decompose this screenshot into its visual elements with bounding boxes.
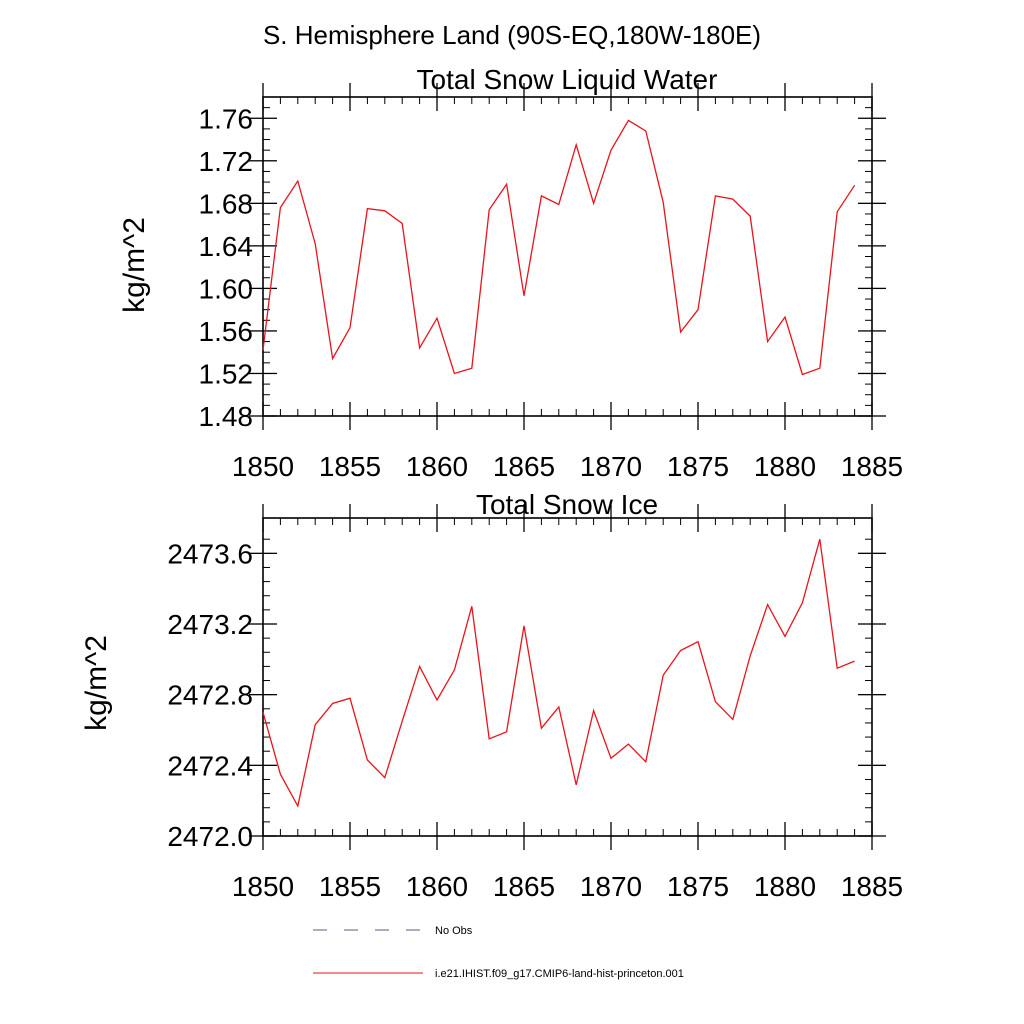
x-tick-label: 1865: [493, 871, 555, 902]
y-axis-label: kg/m^2: [118, 217, 151, 313]
x-tick-label: 1880: [754, 451, 816, 482]
panel-total-snow-liquid-water: Total Snow Liquid Water kg/m^2 1850 1855 1…: [118, 64, 903, 482]
x-tick-label: 1880: [754, 871, 816, 902]
panel-title: Total Snow Liquid Water: [417, 64, 718, 95]
figure-title: S. Hemisphere Land (90S-EQ,180W-180E): [263, 20, 761, 50]
y-tick-label: 2472.4: [167, 750, 253, 781]
y-tick-label: 1.60: [199, 273, 254, 304]
y-tick-label: 1.68: [199, 188, 254, 219]
legend: No Obs i.e21.IHIST.f09_g17.CMIP6-land-his…: [313, 925, 684, 980]
series-line: [262, 539, 855, 808]
x-tick-label: 1850: [232, 871, 294, 902]
legend-label: i.e21.IHIST.f09_g17.CMIP6-land-hist-prin…: [435, 968, 684, 980]
x-tick-label: 1870: [580, 451, 642, 482]
plot-frame: [262, 517, 873, 837]
y-tick-label: 1.72: [199, 146, 254, 177]
y-tick-label: 1.64: [199, 231, 254, 262]
y-tick-label: 2472.8: [167, 680, 253, 711]
x-tick-label: 1875: [667, 871, 729, 902]
x-tick-label: 1850: [232, 451, 294, 482]
y-tick-label: 1.48: [199, 401, 254, 432]
y-tick-label: 1.52: [199, 358, 254, 389]
x-tick-label: 1875: [667, 451, 729, 482]
x-tick-label: 1855: [319, 451, 381, 482]
x-tick-label: 1885: [841, 871, 903, 902]
panel-total-snow-ice: Total Snow Ice kg/m^2 1850 1855 1860 1865 18…: [80, 489, 903, 902]
x-tick-label: 1885: [841, 451, 903, 482]
series-line: [262, 119, 856, 376]
x-tick-label: 1860: [406, 451, 468, 482]
x-tick-label: 1870: [580, 871, 642, 902]
x-tick-label: 1865: [493, 451, 555, 482]
legend-label: No Obs: [435, 925, 473, 937]
y-tick-label: 1.76: [199, 103, 254, 134]
y-axis-label: kg/m^2: [80, 635, 113, 731]
y-tick-label: 2473.2: [167, 609, 253, 640]
y-tick-label: 1.56: [199, 316, 254, 347]
panel-title: Total Snow Ice: [476, 489, 658, 520]
plot-frame: [262, 96, 873, 417]
x-tick-label: 1860: [406, 871, 468, 902]
y-tick-label: 2472.0: [167, 821, 253, 852]
x-tick-label: 1855: [319, 871, 381, 902]
y-tick-label: 2473.6: [167, 538, 253, 569]
